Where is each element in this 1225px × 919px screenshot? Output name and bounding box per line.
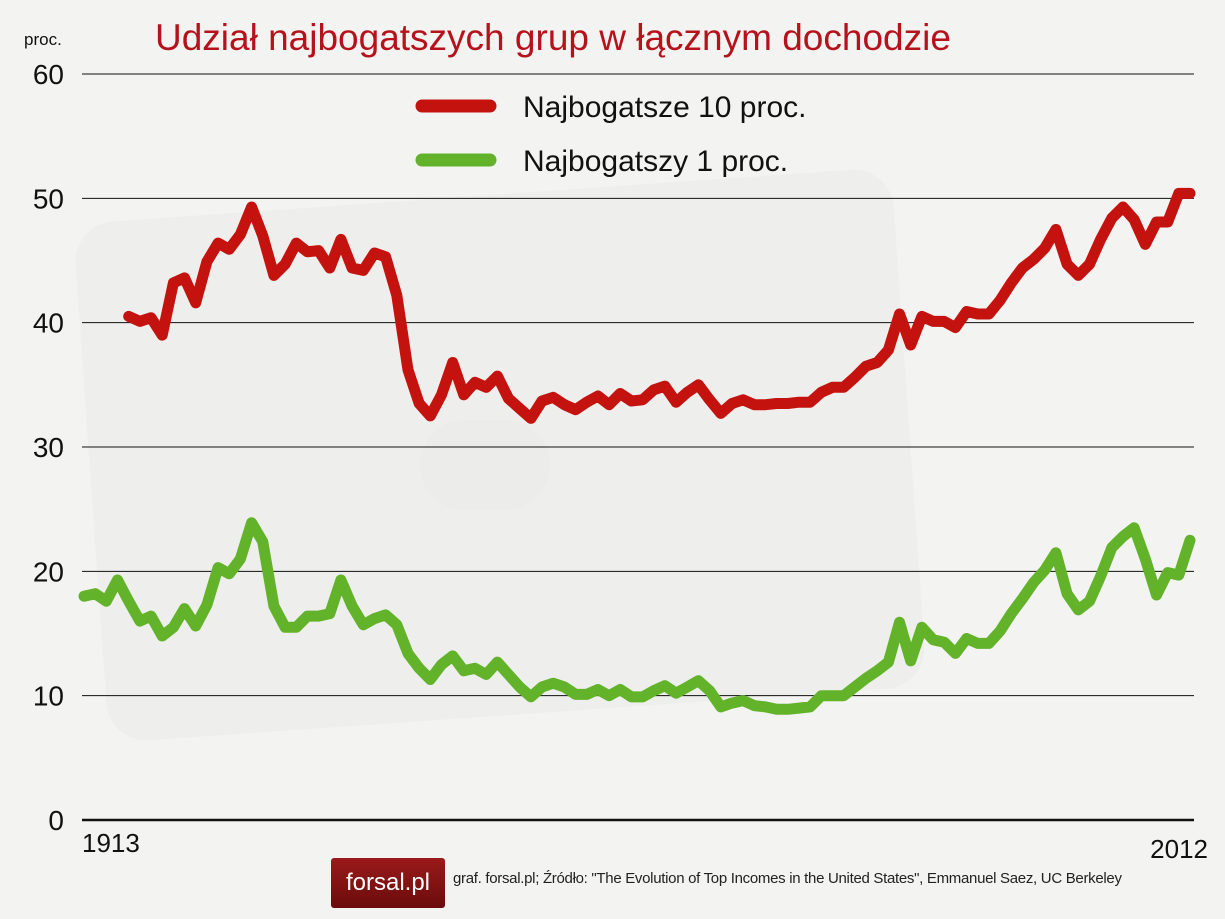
- y-tick-label: 10: [33, 681, 64, 712]
- x-tick-label-start: 1913: [82, 828, 140, 858]
- legend-label-top1: Najbogatszy 1 proc.: [523, 145, 788, 178]
- x-axis-ticks: 1913 2012: [82, 828, 1208, 864]
- y-tick-label: 30: [33, 432, 64, 463]
- series-lines: [78, 187, 1196, 715]
- y-tick-label: 40: [33, 308, 64, 339]
- series-line-top10: [123, 187, 1196, 424]
- background-decoration: [420, 420, 550, 510]
- y-tick-label: 20: [33, 556, 64, 587]
- y-axis-unit-label: proc.: [24, 30, 62, 49]
- forsal-logo[interactable]: forsal.pl: [331, 858, 445, 908]
- x-tick-label-end: 2012: [1150, 834, 1208, 864]
- y-tick-label: 0: [48, 805, 64, 836]
- gridlines: [82, 73, 1194, 822]
- series-line-top1: [78, 517, 1196, 715]
- chart-title: Udział najbogatszych grup w łącznym doch…: [155, 17, 951, 58]
- y-tick-label: 50: [33, 183, 64, 214]
- legend: Najbogatsze 10 proc. Najbogatszy 1 proc.: [415, 91, 807, 178]
- y-axis-ticks: 0 10 20 30 40 50 60: [33, 59, 64, 836]
- legend-label-top10: Najbogatsze 10 proc.: [523, 91, 807, 124]
- source-caption: graf. forsal.pl; Źródło: "The Evolution …: [453, 870, 1122, 887]
- y-tick-label: 60: [33, 59, 64, 90]
